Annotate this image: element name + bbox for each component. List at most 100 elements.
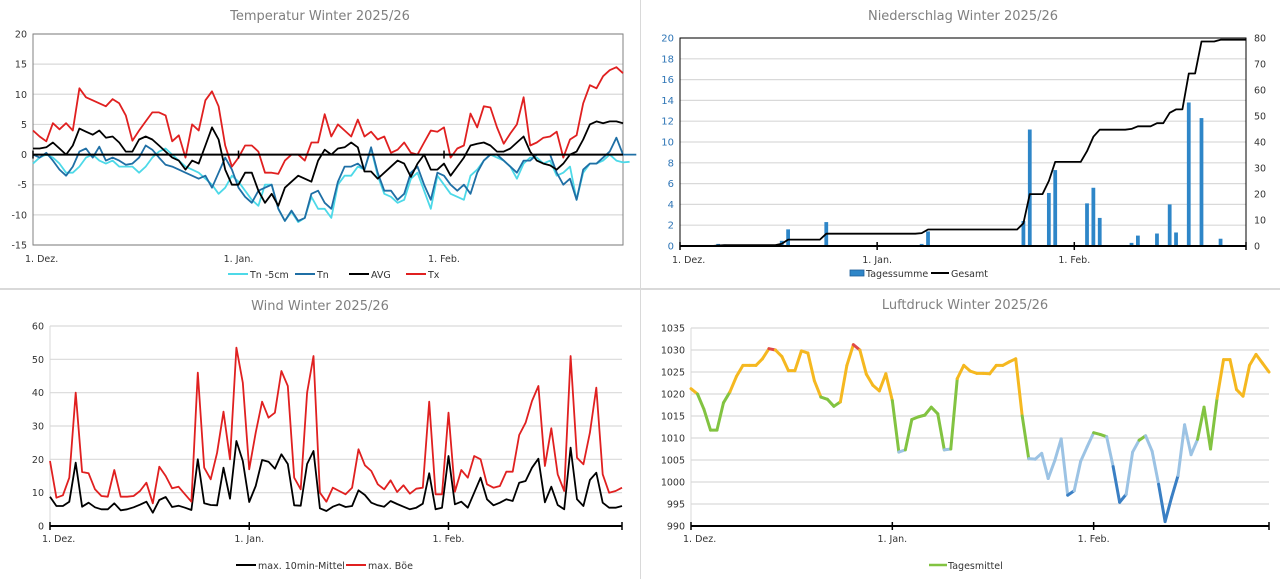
bar-tagessumme	[1136, 236, 1140, 246]
legend-label-tn: Tn	[316, 270, 329, 281]
line-segment	[704, 409, 710, 430]
line-segment	[1204, 407, 1210, 449]
line-tn	[33, 138, 636, 221]
y2-tick-label: 80	[1254, 34, 1266, 45]
x-tick-label: 1. Feb.	[428, 254, 460, 265]
line-segment	[1120, 494, 1126, 502]
y-tick-label: 20	[661, 34, 674, 45]
line-segment	[879, 374, 885, 391]
bar-tagessumme	[1174, 232, 1178, 246]
y-tick-label: 30	[32, 422, 44, 433]
y2-tick-label: 20	[1254, 190, 1266, 201]
line-segment	[1185, 425, 1191, 455]
line-segment	[814, 381, 820, 397]
line-segment	[1126, 452, 1132, 494]
y-tick-label: 0	[668, 242, 674, 253]
line-segment	[1159, 484, 1165, 521]
y-tick-label: 60	[32, 322, 44, 333]
line-max-10min-mittel	[50, 441, 622, 513]
line-segment	[1087, 433, 1093, 447]
y-tick-label: 20	[15, 30, 27, 41]
y2-tick-label: 30	[1254, 164, 1266, 175]
x-tick-label: 1. Dez.	[42, 534, 75, 545]
y-tick-label: 10	[15, 90, 27, 101]
line-segment	[697, 394, 703, 409]
line-gesamt	[680, 40, 1246, 246]
line-segment	[1250, 354, 1256, 365]
y-tick-label: 0	[21, 150, 27, 161]
line-segment	[1016, 359, 1022, 416]
x-tick-label: 1. Jan.	[862, 255, 892, 266]
line-segment	[1042, 453, 1048, 478]
y2-tick-label: 10	[1254, 216, 1266, 227]
precipitation-chart: Niederschlag Winter 2025/26 024681012141…	[641, 0, 1280, 288]
y2-tick-label: 40	[1254, 138, 1266, 149]
y-tick-label: 1020	[661, 390, 685, 401]
legend-label-tn-5cm: Tn -5cm	[249, 270, 289, 281]
line-segment	[866, 374, 872, 385]
line-tagesmittel	[691, 345, 1269, 522]
line-segment	[736, 365, 742, 376]
chart-title: Wind Winter 2025/26	[251, 299, 389, 314]
y2-tick-label: 50	[1254, 112, 1266, 123]
bar-tagessumme	[1219, 239, 1223, 246]
legend-label-avg: AVG	[371, 270, 391, 281]
line-segment	[1061, 439, 1067, 495]
y-tick-label: 8	[668, 158, 674, 169]
y-tick-label: -5	[18, 180, 27, 191]
line-segment	[1256, 354, 1262, 363]
y-tick-label: 990	[667, 522, 685, 533]
line-segment	[1172, 475, 1178, 497]
y-tick-label: 1005	[661, 456, 685, 467]
x-tick-label: 1. Dez.	[683, 534, 716, 545]
line-segment	[1107, 437, 1113, 467]
y-tick-label: 5	[21, 120, 27, 131]
legend-label-10min-mittel: max. 10min-Mittel	[258, 561, 345, 572]
line-segment	[1230, 360, 1236, 390]
y-tick-label: 10	[32, 488, 44, 499]
y-tick-label: 14	[661, 96, 674, 107]
line-segment	[1074, 461, 1080, 490]
line-segment	[886, 374, 892, 401]
line-segment	[782, 357, 788, 371]
line-segment	[1243, 365, 1249, 396]
line-segment	[795, 351, 801, 371]
legend-label-gesamt: Gesamt	[951, 269, 988, 280]
y-tick-label: 0	[38, 522, 44, 533]
y2-tick-label: 70	[1254, 60, 1266, 71]
bar-tagessumme	[1168, 204, 1172, 246]
bar-tagessumme	[1047, 193, 1051, 246]
y-tick-label: 50	[32, 355, 44, 366]
line-segment	[938, 414, 944, 450]
y-tick-label: 1015	[661, 412, 685, 423]
y-tick-label: 1030	[661, 346, 685, 357]
line-segment	[840, 365, 846, 402]
bar-tagessumme	[1085, 203, 1089, 246]
line-segment	[1133, 440, 1139, 452]
y-tick-label: 1025	[661, 368, 685, 379]
line-segment	[1263, 363, 1269, 372]
chart-title: Temperatur Winter 2025/26	[229, 9, 410, 24]
line-segment	[1022, 416, 1028, 459]
line-segment	[1198, 407, 1204, 439]
line-segment	[1211, 398, 1217, 449]
y-tick-label: 12	[661, 117, 674, 128]
bar-tagessumme	[1053, 170, 1057, 246]
bar-tagessumme	[1200, 118, 1204, 246]
x-tick-label: 1. Jan.	[234, 534, 264, 545]
bar-tagessumme	[1028, 130, 1032, 246]
x-tick-label: 1. Feb.	[1058, 255, 1090, 266]
bar-tagessumme	[926, 231, 930, 246]
x-tick-label: 1. Jan.	[877, 534, 907, 545]
line-segment	[1191, 439, 1197, 454]
line-segment	[730, 376, 736, 391]
line-segment	[892, 401, 898, 452]
legend-label-boe: max. Böe	[368, 561, 413, 572]
pressure-chart: Luftdruck Winter 2025/26 990995100010051…	[641, 290, 1280, 579]
line-avg	[33, 121, 623, 205]
bar-tagessumme	[1098, 218, 1102, 246]
line-segment	[1152, 451, 1158, 484]
y-tick-label: 6	[668, 179, 674, 190]
